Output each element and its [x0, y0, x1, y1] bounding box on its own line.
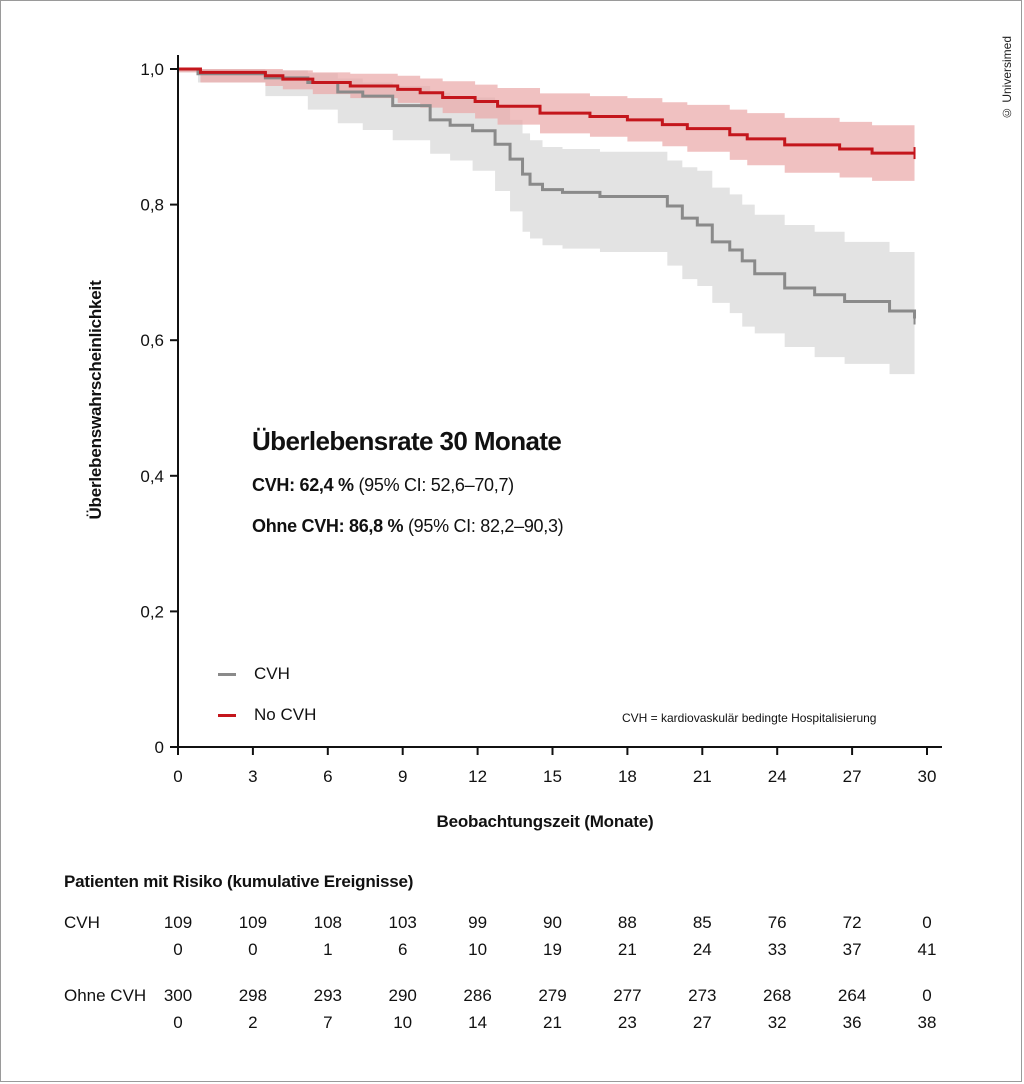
x-tick-label: 6	[323, 767, 332, 786]
x-tick-label: 24	[768, 767, 787, 786]
risk-cell-cvh-events: 1	[323, 940, 333, 959]
x-tick-label: 0	[173, 767, 182, 786]
survival-line-no-cvh	[178, 67, 915, 155]
axes: 0 0,2 0,4 0,6 0,8 1,0 0 3 6 9 12 15 18 21 24 27 30	[140, 55, 942, 786]
risk-cell-cvh-at-risk: 103	[388, 913, 417, 932]
risk-cell-cvh-at-risk: 109	[163, 913, 193, 932]
risk-cell-cvh-at-risk: 99	[468, 913, 488, 932]
risk-cell-cvh-at-risk: 72	[842, 913, 862, 932]
risk-cell-cvh-events: 10	[468, 940, 488, 959]
x-tick-label: 9	[398, 767, 407, 786]
risk-cell-ohne-cvh-events: 21	[543, 1013, 562, 1032]
risk-cell-cvh-events: 0	[173, 940, 183, 959]
risk-cell-ohne-cvh-at-risk: 290	[388, 986, 417, 1005]
risk-cell-cvh-events: 6	[397, 940, 408, 959]
x-tick-label: 3	[248, 767, 257, 786]
legend-item-cvh: CVH	[218, 664, 290, 684]
risk-cell-ohne-cvh-events: 10	[393, 1013, 413, 1032]
y-tick-label: 0,8	[140, 196, 164, 215]
survival-line-cvh	[178, 67, 917, 319]
annotation-cvh-ci: (95% CI: 52,6–70,7)	[353, 475, 514, 495]
risk-cell-ohne-cvh-events: 27	[692, 1013, 712, 1032]
ci-band-cvh	[178, 69, 915, 381]
x-axis-label: Beobachtungszeit (Monate)	[436, 812, 654, 831]
legend-label-no-cvh: No CVH	[254, 705, 317, 724]
y-tick-label: 0,4	[140, 467, 164, 486]
y-tick-label: 0	[155, 738, 164, 757]
risk-cell-cvh-events: 24	[692, 940, 712, 959]
annotation-nocvh-value: Ohne CVH: 86,8 %	[252, 516, 404, 536]
confidence-bands	[178, 69, 915, 381]
risk-cell-cvh-events: 0	[248, 940, 258, 959]
legend-label-cvh: CVH	[254, 664, 290, 683]
legend-item-no-cvh: No CVH	[218, 705, 316, 725]
survival-lines	[178, 67, 917, 325]
risk-cell-ohne-cvh-at-risk: 300	[163, 986, 193, 1005]
risk-cell-cvh-at-risk: 109	[238, 913, 268, 932]
risk-cell-cvh-events: 41	[917, 940, 937, 959]
y-axis-label: Überlebenswahrscheinlichkeit	[86, 280, 105, 520]
risk-cell-cvh-at-risk: 85	[692, 913, 712, 932]
footnote: CVH = kardiovaskulär bedingte Hospitalis…	[622, 711, 877, 725]
x-tick-label: 30	[918, 767, 937, 786]
risk-cell-ohne-cvh-events: 2	[248, 1013, 258, 1032]
annotation-nocvh-ci: (95% CI: 82,2–90,3)	[403, 516, 564, 536]
risk-cell-ohne-cvh-events: 38	[917, 1013, 937, 1032]
risk-cell-cvh-events: 21	[617, 940, 637, 959]
risk-cell-ohne-cvh-at-risk: 273	[688, 986, 717, 1005]
y-tick-label: 1,0	[140, 60, 164, 79]
risk-label-ohne-cvh: Ohne CVH	[64, 986, 147, 1005]
risk-cell-ohne-cvh-at-risk: 279	[538, 986, 567, 1005]
risk-cell-cvh-events: 19	[543, 940, 562, 959]
risk-cell-ohne-cvh-at-risk: 0	[922, 986, 932, 1005]
risk-cell-cvh-events: 33	[767, 940, 787, 959]
risk-cell-ohne-cvh-at-risk: 293	[313, 986, 342, 1005]
annotation-cvh: CVH: 62,4 % (95% CI: 52,6–70,7)	[252, 475, 514, 496]
risk-cell-ohne-cvh-at-risk: 298	[238, 986, 268, 1005]
risk-cell-cvh-at-risk: 0	[922, 913, 932, 932]
risk-cell-ohne-cvh-at-risk: 264	[837, 986, 867, 1005]
x-tick-label: 12	[468, 767, 487, 786]
risk-cell-ohne-cvh-events: 7	[323, 1013, 333, 1032]
risk-cell-ohne-cvh-events: 23	[617, 1013, 637, 1032]
x-tick-label: 21	[693, 767, 712, 786]
risk-cell-ohne-cvh-events: 0	[173, 1013, 183, 1032]
x-tick-label: 18	[618, 767, 637, 786]
risk-cell-ohne-cvh-events: 36	[842, 1013, 862, 1032]
risk-label-cvh: CVH	[64, 913, 100, 932]
y-tick-label: 0,6	[140, 331, 164, 350]
risk-cell-ohne-cvh-at-risk: 268	[763, 986, 792, 1005]
annotation-nocvh: Ohne CVH: 86,8 % (95% CI: 82,2–90,3)	[252, 516, 564, 537]
y-tick-label: 0,2	[140, 602, 164, 621]
legend-swatch-cvh	[218, 672, 236, 676]
risk-cell-cvh-at-risk: 90	[543, 913, 562, 932]
risk-cell-cvh-at-risk: 88	[617, 913, 637, 932]
risk-cell-ohne-cvh-events: 14	[468, 1013, 488, 1032]
risk-table-title: Patienten mit Risiko (kumulative Ereigni…	[64, 872, 414, 891]
risk-cell-ohne-cvh-at-risk: 277	[613, 986, 642, 1005]
copyright-text: © Universimed	[1000, 35, 1014, 120]
annotation-title: Überlebensrate 30 Monate	[252, 426, 562, 456]
risk-cell-ohne-cvh-events: 32	[767, 1013, 787, 1032]
risk-cell-cvh-at-risk: 108	[313, 913, 342, 932]
annotation-cvh-value: CVH: 62,4 %	[252, 475, 354, 495]
risk-cell-ohne-cvh-at-risk: 286	[463, 986, 492, 1005]
legend-swatch-no-cvh	[218, 713, 236, 717]
x-tick-label: 15	[543, 767, 562, 786]
x-tick-label: 27	[843, 767, 862, 786]
risk-cell-cvh-at-risk: 76	[767, 913, 787, 932]
risk-cell-cvh-events: 37	[842, 940, 862, 959]
